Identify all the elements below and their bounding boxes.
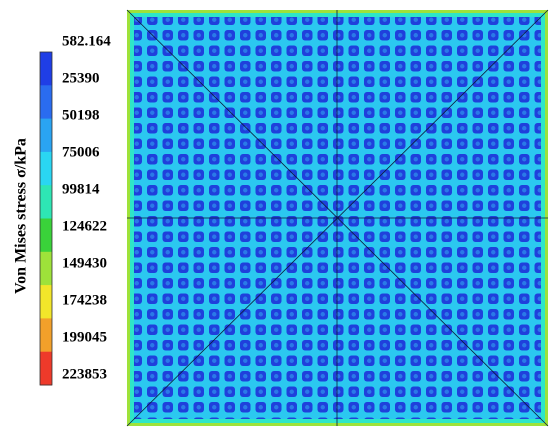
- colorbar-segment: [40, 318, 52, 352]
- contour-plot: [127, 10, 548, 426]
- colorbar-segment: [40, 152, 52, 186]
- colorbar-tick-label: 25390: [62, 70, 100, 86]
- colorbar-tick-label: 75006: [62, 144, 100, 160]
- colorbar-tick-label: 199045: [62, 329, 107, 345]
- colorbar-tick-label: 50198: [62, 107, 100, 123]
- chart: Von Mises stress σ/kPa 582.164 25390 50198…: [0, 0, 560, 430]
- colorbar-tick-label: 223853: [62, 366, 107, 382]
- colorbar-segment: [40, 185, 52, 219]
- colorbar-segment: [40, 119, 52, 153]
- colorbar-segment: [40, 252, 52, 286]
- colorbar-segment: [40, 219, 52, 253]
- colorbar-tick-label: 124622: [62, 218, 107, 234]
- page: {"chart_data": {"type": "contour", "colo…: [0, 0, 560, 430]
- colorbar-title: Von Mises stress σ/kPa: [13, 138, 30, 294]
- colorbar-tick-label: 582.164: [62, 33, 111, 49]
- colorbar-segment: [40, 285, 52, 319]
- colorbar-segment: [40, 85, 52, 119]
- colorbar-segment: [40, 52, 52, 86]
- colorbar-tick-label: 99814: [62, 181, 100, 197]
- colorbar-tick-label: 174238: [62, 292, 107, 308]
- colorbar-tick-label: 149430: [62, 255, 107, 271]
- colorbar-segment: [40, 352, 52, 386]
